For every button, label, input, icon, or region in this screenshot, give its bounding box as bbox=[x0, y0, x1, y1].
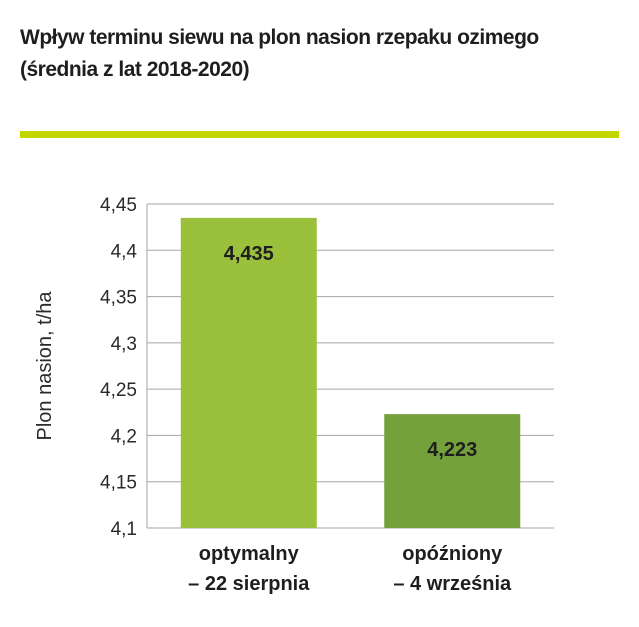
x-category-label: – 4 września bbox=[393, 573, 512, 595]
bar bbox=[384, 414, 521, 528]
bar bbox=[180, 217, 317, 528]
x-category-label: opóźniony bbox=[402, 543, 503, 565]
bar-value-label: 4,435 bbox=[224, 243, 274, 265]
x-category-label: optymalny bbox=[199, 543, 300, 565]
bar-value-label: 4,223 bbox=[427, 439, 477, 461]
y-tick-label: 4,4 bbox=[111, 241, 138, 262]
y-tick-label: 4,15 bbox=[100, 473, 137, 494]
chart-title-line-2: (średnia z lat 2018-2020) bbox=[20, 58, 250, 81]
y-tick-label: 4,1 bbox=[111, 519, 137, 540]
y-axis-label: Plon nasion, t/ha bbox=[34, 291, 56, 441]
y-tick-label: 4,3 bbox=[111, 334, 137, 355]
x-category-label: – 22 sierpnia bbox=[188, 573, 310, 595]
y-tick-label: 4,35 bbox=[100, 288, 137, 309]
y-tick-label: 4,2 bbox=[111, 426, 137, 447]
chart-title: Wpływ terminu siewu na plon nasion rzepa… bbox=[20, 22, 620, 86]
y-tick-label: 4,45 bbox=[100, 195, 137, 216]
accent-divider bbox=[20, 131, 619, 138]
chart-title-line-1: Wpływ terminu siewu na plon nasion rzepa… bbox=[20, 26, 539, 49]
y-tick-label: 4,25 bbox=[100, 380, 137, 401]
